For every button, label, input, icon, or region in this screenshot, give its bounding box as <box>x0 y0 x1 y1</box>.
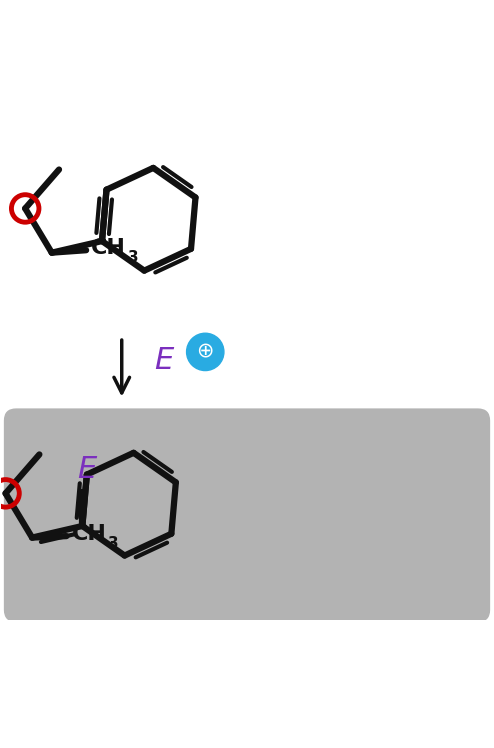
Text: CH: CH <box>72 524 106 544</box>
Text: $\mathit{E}$: $\mathit{E}$ <box>154 346 175 375</box>
FancyBboxPatch shape <box>4 408 490 622</box>
Text: $\oplus$: $\oplus$ <box>197 342 214 362</box>
Circle shape <box>187 333 224 370</box>
Text: 3: 3 <box>108 536 119 551</box>
Text: CH: CH <box>91 238 126 258</box>
Text: $\mathit{E}$: $\mathit{E}$ <box>77 456 98 484</box>
Text: 3: 3 <box>128 250 138 265</box>
